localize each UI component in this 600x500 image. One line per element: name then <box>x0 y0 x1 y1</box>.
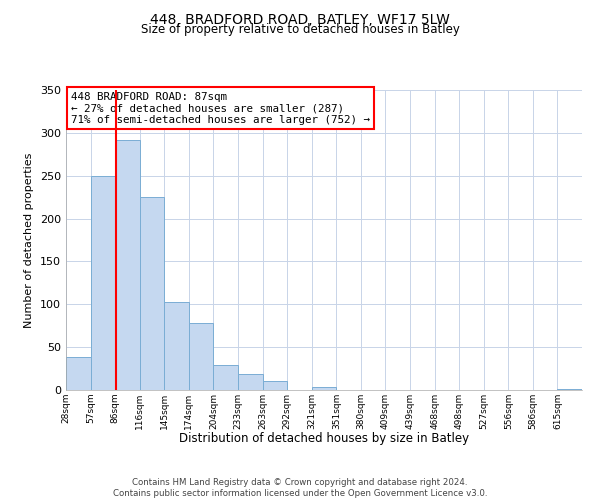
Bar <box>214 365 238 390</box>
Text: 448, BRADFORD ROAD, BATLEY, WF17 5LW: 448, BRADFORD ROAD, BATLEY, WF17 5LW <box>150 12 450 26</box>
X-axis label: Distribution of detached houses by size in Batley: Distribution of detached houses by size … <box>179 432 469 445</box>
Bar <box>91 176 115 390</box>
Text: 448 BRADFORD ROAD: 87sqm
← 27% of detached houses are smaller (287)
71% of semi-: 448 BRADFORD ROAD: 87sqm ← 27% of detach… <box>71 92 370 124</box>
Bar <box>557 389 582 390</box>
Y-axis label: Number of detached properties: Number of detached properties <box>25 152 34 328</box>
Text: Size of property relative to detached houses in Batley: Size of property relative to detached ho… <box>140 22 460 36</box>
Bar <box>140 197 164 390</box>
Bar <box>263 380 287 390</box>
Text: Contains HM Land Registry data © Crown copyright and database right 2024.
Contai: Contains HM Land Registry data © Crown c… <box>113 478 487 498</box>
Bar <box>164 302 189 390</box>
Bar <box>189 323 214 390</box>
Bar <box>312 386 336 390</box>
Bar <box>66 358 91 390</box>
Bar <box>115 140 140 390</box>
Bar <box>238 374 263 390</box>
